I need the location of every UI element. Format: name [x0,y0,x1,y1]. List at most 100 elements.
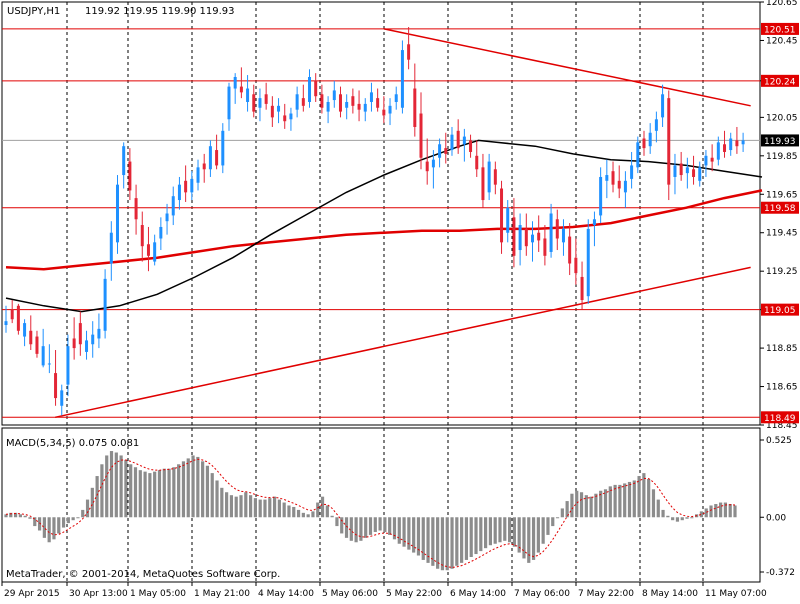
macd-bar [637,476,641,518]
candle-body [654,119,658,131]
macd-bar [239,495,243,518]
level-price-tag [761,411,799,424]
macd-bar [594,493,598,518]
candle-body [580,276,584,301]
macd-bar [287,505,291,518]
macd-bar [167,468,171,518]
price-panel[interactable]: USDJPY,H1 119.92 119.95 119.90 119.93 [1,1,763,426]
macd-bar [81,509,85,518]
candle-body [661,94,665,118]
macd-bar [268,498,272,518]
macd-bar [651,489,656,518]
macd-bar [23,515,27,518]
candle-body [630,165,634,179]
macd-bar [440,517,445,571]
macd-bar [340,517,344,534]
macd-bar [426,517,430,563]
macd-bar [402,517,406,547]
macd-bar [186,458,190,518]
macd-bar [416,517,421,556]
macd-bar [157,470,162,518]
candle-body [679,163,683,176]
macd-bar [47,517,51,543]
candle-body [394,94,398,102]
macd-bar [618,484,622,518]
time-tick-label: 30 Apr 13:00 [69,589,128,599]
price-tick-label: 119.85 [766,152,798,162]
price-tick-label: 118.85 [766,344,798,354]
macd-panel[interactable]: MACD(5,34,5) 0.075 0.081 MetaTrader, © 2… [1,427,761,583]
candle-body [543,238,547,256]
macd-bar [603,489,608,518]
macd-bar [177,464,181,518]
macd-bar [248,495,253,518]
macd-bar [493,517,497,544]
candle-body [23,323,27,337]
candle-body [462,136,466,145]
macd-signal-path [5,458,736,568]
macd-bar [296,509,301,518]
trendlines[interactable] [54,28,751,419]
price-tick-label: 119.65 [766,190,798,200]
candle-body [60,390,64,406]
macd-bar [397,517,401,544]
macd-bar [325,505,329,518]
macd-bar [388,517,392,535]
candle-body [177,184,181,201]
macd-bar [220,487,224,518]
macd-tick-label: 0.00 [766,513,786,523]
time-tick-label: 1 May 05:00 [130,589,186,599]
candle-body [723,144,727,152]
macd-bar [244,492,248,518]
candle-body [574,257,578,274]
macd-bar [133,467,138,518]
macd-bar [335,517,339,527]
macd-bar [95,476,99,518]
time-tick-label: 1 May 21:00 [194,589,250,599]
current-price-tag-label: 119.93 [764,137,796,147]
candle-body [314,80,318,97]
macd-label: MACD(5,34,5) 0.075 0.081 [6,438,139,449]
candle-body [363,103,367,112]
macd-bar [76,517,80,519]
candle-body [698,167,702,181]
candle-body [215,150,219,166]
candle-body [611,171,615,185]
macd-bar [90,487,94,518]
macd-bar [522,517,526,559]
candle-body [184,180,188,193]
macd-bar [181,461,186,518]
price-tick-label: 119.45 [766,229,798,239]
candle-body [735,140,739,147]
candle-body [283,115,287,122]
candle-body [605,175,609,181]
macd-bar [632,480,636,518]
trendline-resistance[interactable] [383,28,751,107]
macd-bar [723,502,728,518]
candle-body [568,236,572,264]
macd-bar [42,517,46,538]
macd-bar [555,517,560,519]
trendline-support[interactable] [54,266,751,419]
candle-body [487,161,491,193]
price-axis: 120.65 120.45 120.24 120.05 119.85 119.65 119.… [760,0,799,431]
candle-body [704,155,708,166]
price-tick-label: 120.45 [766,36,798,46]
candle-body [16,305,20,331]
candle-body [667,98,671,185]
candle-body [500,188,504,243]
macd-bar [234,496,238,518]
ma-fast-line [5,139,763,313]
macd-bar [229,495,234,518]
candle-body [134,198,138,220]
candle-body [599,176,603,216]
candle-body [456,130,460,149]
candle-body [72,338,76,349]
candle-body [388,105,392,114]
macd-bar [412,517,416,553]
level-price-tag-label: 120.24 [764,77,796,87]
candle-body [91,334,95,345]
macd-bar [282,502,286,518]
